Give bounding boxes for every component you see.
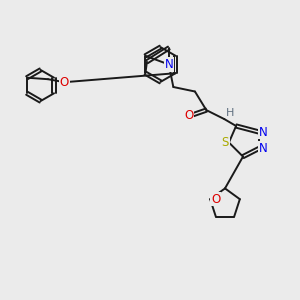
- Text: N: N: [259, 125, 268, 139]
- Text: O: O: [60, 76, 69, 89]
- Text: N: N: [164, 58, 173, 71]
- Text: S: S: [222, 136, 229, 149]
- Text: O: O: [184, 109, 193, 122]
- Text: N: N: [259, 142, 268, 155]
- Text: H: H: [226, 108, 235, 118]
- Text: O: O: [211, 193, 220, 206]
